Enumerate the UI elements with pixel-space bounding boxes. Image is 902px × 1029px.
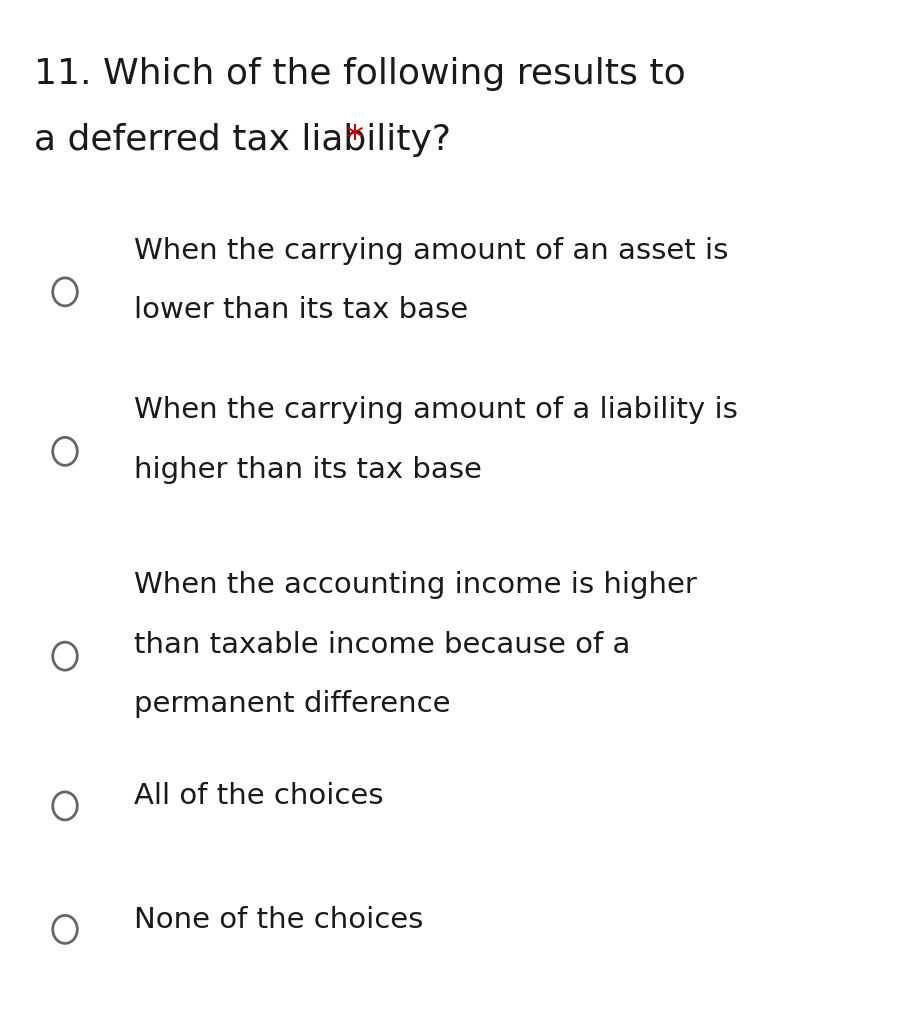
Circle shape: [52, 916, 78, 944]
Text: 11. Which of the following results to: 11. Which of the following results to: [34, 57, 686, 91]
Text: All of the choices: All of the choices: [133, 782, 382, 810]
Text: permanent difference: permanent difference: [133, 690, 449, 718]
Text: When the accounting income is higher: When the accounting income is higher: [133, 571, 695, 599]
Text: higher than its tax base: higher than its tax base: [133, 456, 481, 484]
Circle shape: [52, 792, 78, 820]
Circle shape: [52, 278, 78, 306]
Text: *: *: [345, 123, 364, 157]
Text: than taxable income because of a: than taxable income because of a: [133, 631, 630, 659]
Text: a deferred tax liability?: a deferred tax liability?: [34, 123, 463, 157]
Text: lower than its tax base: lower than its tax base: [133, 296, 467, 324]
Circle shape: [52, 642, 78, 670]
Text: When the carrying amount of an asset is: When the carrying amount of an asset is: [133, 237, 727, 264]
Text: When the carrying amount of a liability is: When the carrying amount of a liability …: [133, 396, 737, 424]
Circle shape: [52, 437, 78, 465]
Text: None of the choices: None of the choices: [133, 906, 422, 933]
